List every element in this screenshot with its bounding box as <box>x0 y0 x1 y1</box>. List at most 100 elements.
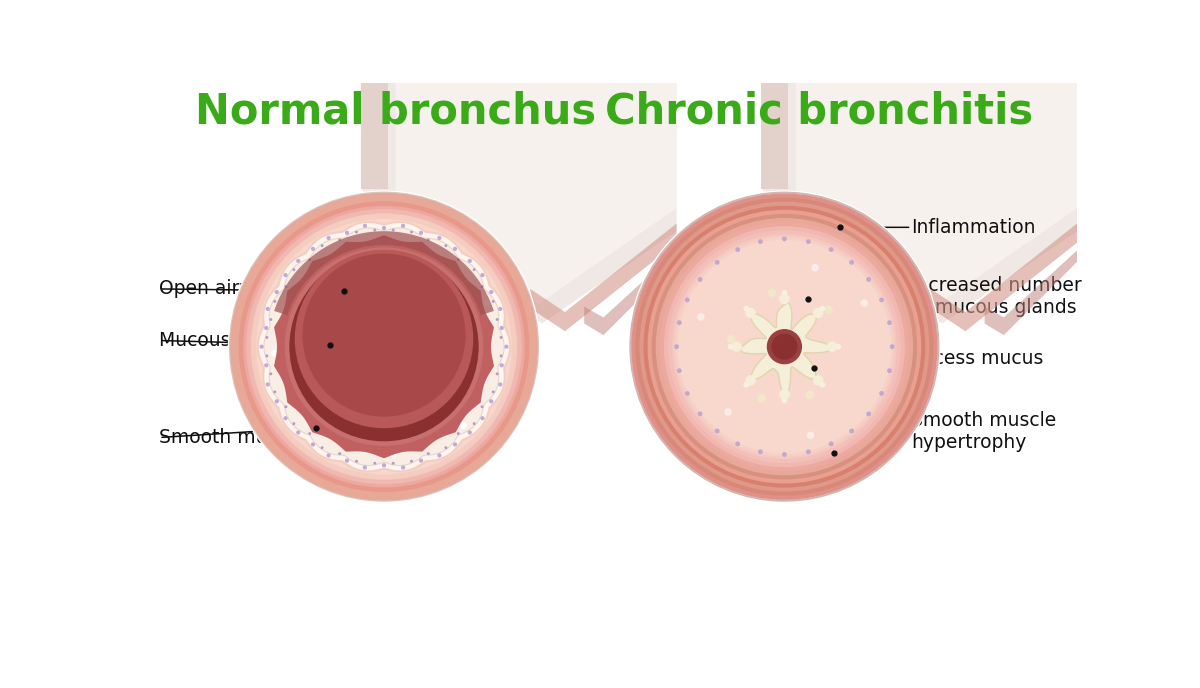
Polygon shape <box>257 221 511 473</box>
Circle shape <box>782 237 786 241</box>
Circle shape <box>322 245 323 246</box>
Circle shape <box>880 391 883 395</box>
Circle shape <box>295 250 473 427</box>
Circle shape <box>736 248 739 251</box>
Circle shape <box>630 193 938 501</box>
Circle shape <box>239 202 529 491</box>
Text: Inflammation: Inflammation <box>912 218 1036 237</box>
Circle shape <box>715 261 719 264</box>
Circle shape <box>780 390 790 399</box>
Circle shape <box>814 308 823 318</box>
Circle shape <box>257 219 511 474</box>
Circle shape <box>821 306 824 311</box>
Circle shape <box>276 400 278 402</box>
Circle shape <box>438 454 440 457</box>
Text: Increased number
of mucous glands: Increased number of mucous glands <box>912 276 1082 317</box>
Circle shape <box>383 464 385 466</box>
Polygon shape <box>259 223 509 471</box>
Text: Open airway: Open airway <box>160 279 277 299</box>
Circle shape <box>758 394 766 402</box>
Circle shape <box>420 231 422 234</box>
Circle shape <box>836 345 840 349</box>
Circle shape <box>286 286 287 288</box>
Polygon shape <box>584 250 677 335</box>
Circle shape <box>481 417 484 420</box>
Circle shape <box>678 369 680 372</box>
Circle shape <box>644 206 925 487</box>
Polygon shape <box>761 39 1078 323</box>
Circle shape <box>678 240 890 453</box>
Circle shape <box>782 398 786 402</box>
Polygon shape <box>361 39 388 189</box>
Circle shape <box>228 191 540 502</box>
Circle shape <box>500 327 503 330</box>
Polygon shape <box>796 39 1078 304</box>
Circle shape <box>500 355 502 356</box>
Circle shape <box>420 459 422 462</box>
Text: Normal bronchus: Normal bronchus <box>194 90 596 132</box>
Circle shape <box>265 327 268 330</box>
Circle shape <box>457 433 460 434</box>
Circle shape <box>296 259 300 262</box>
Circle shape <box>284 274 287 277</box>
Circle shape <box>266 383 269 386</box>
Circle shape <box>866 278 870 281</box>
Circle shape <box>266 355 268 356</box>
Circle shape <box>490 400 492 402</box>
Circle shape <box>685 298 689 301</box>
Polygon shape <box>274 231 494 315</box>
Circle shape <box>473 269 475 270</box>
Circle shape <box>270 319 271 321</box>
Circle shape <box>500 336 502 338</box>
Circle shape <box>390 451 396 457</box>
Circle shape <box>445 245 446 246</box>
Polygon shape <box>274 235 494 458</box>
Circle shape <box>632 194 937 499</box>
Circle shape <box>806 450 810 453</box>
Circle shape <box>427 453 430 454</box>
Circle shape <box>698 278 702 281</box>
Polygon shape <box>396 39 677 304</box>
Circle shape <box>468 259 472 262</box>
Circle shape <box>438 237 440 239</box>
Circle shape <box>828 342 836 352</box>
Circle shape <box>481 274 484 277</box>
Circle shape <box>230 193 538 500</box>
Circle shape <box>284 417 287 420</box>
Circle shape <box>270 373 271 374</box>
Circle shape <box>715 429 719 433</box>
Circle shape <box>746 308 755 318</box>
Circle shape <box>656 219 912 475</box>
Circle shape <box>505 345 508 348</box>
Circle shape <box>290 252 478 440</box>
Circle shape <box>454 443 456 446</box>
Circle shape <box>286 406 287 407</box>
Circle shape <box>890 345 894 348</box>
Circle shape <box>660 223 908 471</box>
Circle shape <box>230 193 538 501</box>
Circle shape <box>744 383 749 387</box>
Circle shape <box>497 319 498 321</box>
Circle shape <box>653 215 917 479</box>
Circle shape <box>782 290 786 295</box>
Circle shape <box>265 364 268 367</box>
Circle shape <box>648 211 920 483</box>
Circle shape <box>888 321 892 324</box>
Polygon shape <box>530 224 677 331</box>
Circle shape <box>244 206 524 487</box>
Circle shape <box>668 231 900 462</box>
Circle shape <box>499 383 502 386</box>
Circle shape <box>402 224 404 227</box>
Circle shape <box>304 255 464 416</box>
Circle shape <box>445 447 446 449</box>
Circle shape <box>322 447 323 449</box>
Circle shape <box>410 231 413 233</box>
Polygon shape <box>931 224 1078 331</box>
Circle shape <box>497 373 498 374</box>
Circle shape <box>490 290 492 293</box>
Circle shape <box>850 261 853 264</box>
Circle shape <box>746 376 755 385</box>
Circle shape <box>678 321 680 324</box>
Circle shape <box>383 227 385 230</box>
Circle shape <box>338 453 341 454</box>
